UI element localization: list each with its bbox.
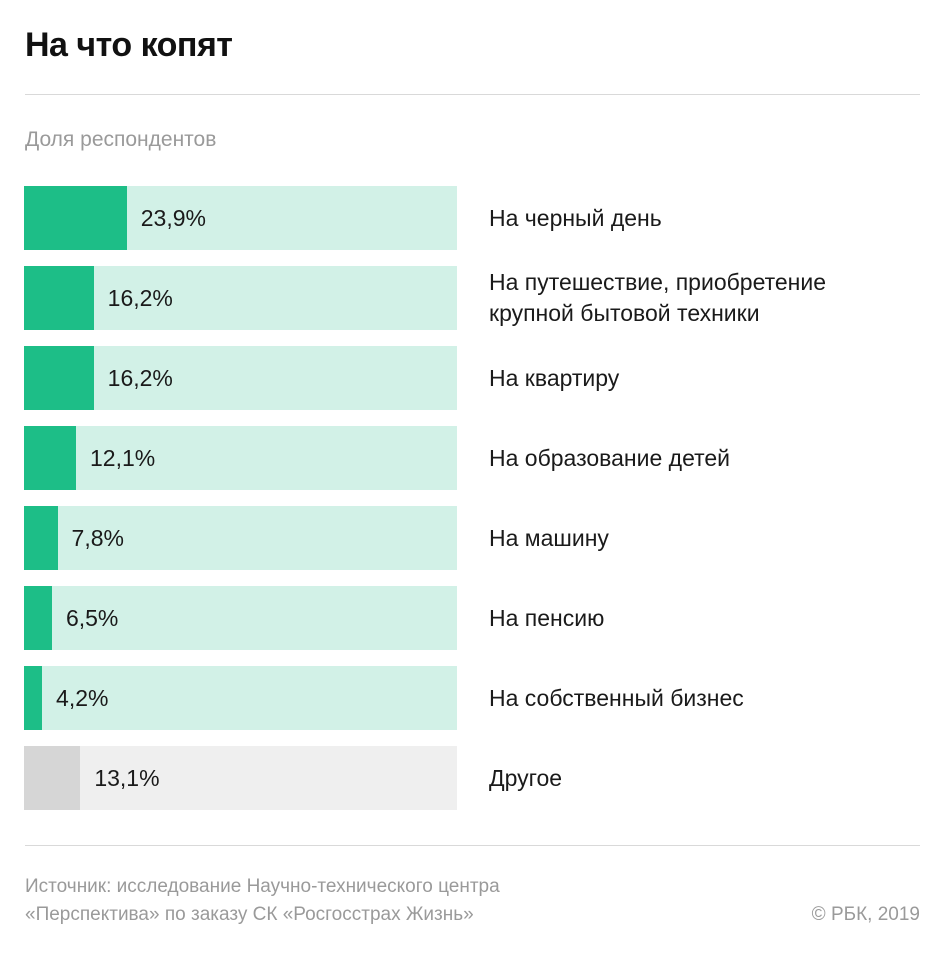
category-label: На путешествие, приобретение крупной быт… <box>489 269 827 326</box>
bar-fill <box>24 426 77 490</box>
bar-fill <box>24 746 81 810</box>
bar-value-label: 6,5% <box>65 605 119 631</box>
bar-value-label: 16,2% <box>107 285 173 311</box>
bar-value-label: 16,2% <box>107 365 173 391</box>
bar-value-label: 12,1% <box>90 445 156 471</box>
bar-row: 6,5% На пенсию <box>0 586 945 650</box>
category-label: На машину <box>489 524 609 551</box>
bar-row: 4,2% На собственный бизнес <box>0 666 945 730</box>
category-label: На образование детей <box>489 444 731 471</box>
bar-track <box>24 186 457 250</box>
bar-track <box>24 426 457 490</box>
chart-subtitle: Доля респондентов <box>25 128 217 151</box>
bar-row: 13,1% Другое <box>0 746 945 810</box>
category-label: На квартиру <box>489 364 620 391</box>
bar-fill <box>24 506 58 570</box>
category-label: На собственный бизнес <box>489 684 744 711</box>
source-line-2: «Перспектива» по заказу СК «Росгосстрах … <box>25 904 474 925</box>
bar-track <box>24 346 457 410</box>
bar-value-label: 23,9% <box>140 205 206 231</box>
source-line-1: Источник: исследование Научно-техническо… <box>25 876 500 897</box>
bar-value-label: 4,2% <box>56 685 109 711</box>
category-label: Другое <box>489 764 563 791</box>
top-divider <box>25 94 920 95</box>
bar-row: 16,2% На квартиру <box>0 346 945 410</box>
bottom-divider <box>25 845 920 846</box>
bar-track <box>24 506 457 570</box>
bar-value-label: 13,1% <box>94 765 160 791</box>
bar-fill <box>24 666 43 730</box>
bar-row: 23,9% На черный день <box>0 186 945 250</box>
chart-title: На что копят <box>25 26 233 64</box>
bar-track <box>24 586 457 650</box>
bar-value-label: 7,8% <box>71 525 124 551</box>
bar-fill <box>24 266 94 330</box>
bar-track <box>24 266 457 330</box>
bar-track <box>24 666 457 730</box>
bar-row: 16,2% На путешествие, приобретение крупно… <box>0 266 945 330</box>
bar-track <box>24 746 457 810</box>
source-note: Источник: исследование Научно-техническо… <box>25 873 500 929</box>
category-label: На черный день <box>489 204 662 231</box>
bar-fill <box>24 186 127 250</box>
bar-fill <box>24 346 94 410</box>
bar-row: 12,1% На образование детей <box>0 426 945 490</box>
copyright: © РБК, 2019 <box>811 904 920 925</box>
category-label: На пенсию <box>489 604 605 631</box>
bar-row: 7,8% На машину <box>0 506 945 570</box>
bar-fill <box>24 586 52 650</box>
